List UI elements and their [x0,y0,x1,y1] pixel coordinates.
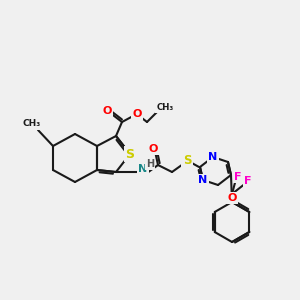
Text: H: H [146,159,154,169]
Text: CH₃: CH₃ [23,119,41,128]
Text: CH₃: CH₃ [156,103,174,112]
Text: N: N [198,175,208,185]
Text: F: F [234,172,242,182]
Text: O: O [132,109,142,119]
Text: S: S [183,154,191,167]
Text: N: N [208,152,217,162]
Text: O: O [227,193,237,203]
Text: O: O [102,106,112,116]
Text: S: S [125,148,134,160]
Text: N: N [138,164,148,174]
Text: F: F [244,176,252,186]
Text: O: O [148,144,158,154]
